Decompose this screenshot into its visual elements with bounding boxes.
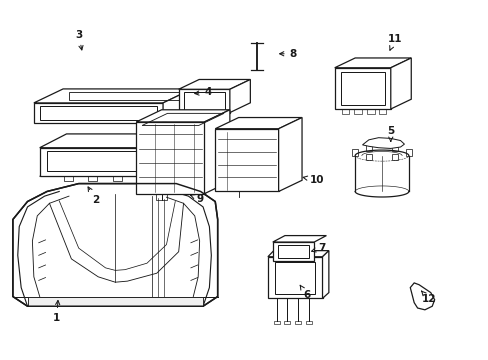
Polygon shape [136,110,229,122]
Polygon shape [215,117,302,129]
Text: 9: 9 [190,194,203,204]
Polygon shape [334,68,390,109]
Text: 11: 11 [386,35,401,50]
Polygon shape [157,134,183,176]
Polygon shape [278,117,302,192]
Polygon shape [390,58,410,109]
Polygon shape [272,242,314,261]
Polygon shape [40,163,183,176]
Polygon shape [178,80,250,89]
Polygon shape [267,257,322,298]
Polygon shape [136,122,204,194]
Text: 3: 3 [75,30,83,50]
Text: 1: 1 [53,301,61,323]
Text: 4: 4 [194,87,211,97]
Text: 6: 6 [300,285,310,301]
Polygon shape [362,138,404,148]
Polygon shape [322,251,328,298]
Polygon shape [204,110,229,194]
Polygon shape [13,184,217,306]
Text: 12: 12 [421,291,435,304]
Polygon shape [272,235,326,242]
Text: 7: 7 [311,243,325,253]
Text: 5: 5 [386,126,394,141]
Text: 10: 10 [303,175,323,185]
Polygon shape [163,89,192,123]
Polygon shape [40,148,157,176]
Polygon shape [267,251,328,257]
Polygon shape [27,297,203,306]
Polygon shape [334,58,410,68]
Polygon shape [178,89,229,113]
Polygon shape [409,283,434,310]
Text: 2: 2 [88,187,99,205]
Polygon shape [40,134,183,148]
Polygon shape [229,80,250,113]
Polygon shape [215,129,278,192]
Polygon shape [34,89,192,103]
Polygon shape [34,103,163,123]
Text: 8: 8 [279,49,296,59]
